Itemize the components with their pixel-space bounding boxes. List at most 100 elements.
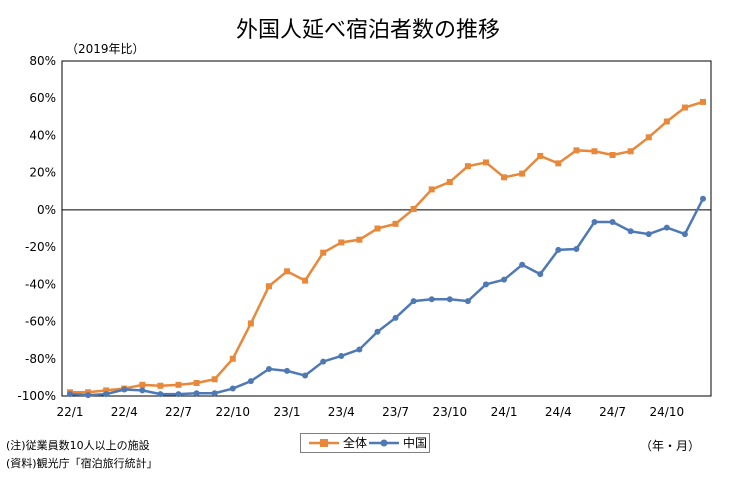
data-point: [265, 283, 272, 290]
data-point: [302, 277, 309, 284]
data-point: [501, 276, 508, 283]
data-point: [211, 390, 218, 397]
y-axis: 80% 60% 40% 20% 0% -20% -40% -60% -80% -100%: [17, 54, 56, 403]
data-point: [103, 391, 110, 398]
data-point: [85, 392, 92, 399]
data-point: [175, 381, 182, 388]
note-facilities: (注)従業員数10人以上の施設: [6, 439, 150, 452]
note-source: (資料)観光庁「宿泊旅行統計」: [6, 457, 158, 470]
x-tick-label: 22/4: [111, 405, 138, 419]
data-point: [229, 355, 236, 362]
x-tick-label: 24/1: [491, 405, 518, 419]
data-point: [320, 249, 327, 256]
data-point: [519, 261, 526, 268]
data-point: [700, 195, 706, 202]
data-point: [211, 376, 218, 383]
data-point: [482, 281, 489, 288]
data-point: [573, 147, 580, 154]
data-point: [645, 231, 652, 238]
plot-area-frame: [61, 60, 712, 397]
data-point: [700, 98, 706, 105]
data-point: [356, 346, 363, 353]
data-point: [338, 352, 345, 359]
data-point: [428, 296, 435, 303]
data-point: [410, 298, 417, 305]
data-point: [392, 220, 399, 227]
data-point: [338, 239, 345, 246]
data-point: [482, 159, 489, 166]
data-point: [157, 382, 164, 389]
data-point: [121, 386, 128, 393]
data-point: [681, 104, 688, 111]
series-line: [69, 198, 705, 397]
data-point: [428, 186, 435, 193]
data-point: [573, 245, 580, 252]
x-tick-label: 24/10: [650, 405, 685, 419]
y-tick-label: 40%: [29, 128, 56, 142]
x-tick-label: 23/4: [328, 405, 355, 419]
x-axis: 22/1 22/4 22/7 22/10 23/1 23/4 23/7 23/10 24/1 24…: [57, 405, 685, 419]
legend-swatch-all: [309, 439, 339, 447]
data-point: [663, 118, 670, 125]
x-tick-label: 24/7: [599, 405, 626, 419]
data-point: [501, 174, 508, 181]
data-point: [410, 205, 417, 212]
data-point: [302, 372, 309, 379]
data-point: [229, 385, 236, 392]
data-point: [446, 296, 453, 303]
data-point: [392, 314, 399, 321]
data-point: [627, 228, 634, 235]
data-point: [175, 391, 182, 398]
legend-label-all: 全体: [343, 436, 368, 450]
data-point: [139, 387, 146, 394]
y-tick-label: -60%: [25, 315, 56, 329]
y-tick-label: -40%: [25, 277, 56, 291]
data-point: [555, 160, 562, 167]
data-point: [193, 390, 200, 397]
y-tick-label: -20%: [25, 240, 56, 254]
legend-label-china: 中国: [403, 436, 428, 450]
data-point: [645, 134, 652, 141]
data-point: [591, 148, 598, 155]
data-point: [157, 391, 164, 398]
y-tick-label: 60%: [29, 91, 56, 105]
x-tick-label: 23/10: [433, 405, 468, 419]
data-point: [627, 148, 634, 155]
data-point: [609, 151, 616, 158]
x-tick-label: 24/4: [545, 405, 572, 419]
data-point: [609, 218, 616, 225]
y-tick-label: 80%: [29, 54, 56, 68]
data-point: [193, 379, 200, 386]
unit-label: （2019年比）: [66, 42, 145, 56]
data-point: [320, 358, 327, 365]
x-tick-label: 23/1: [274, 405, 301, 419]
series-all: [67, 98, 706, 396]
series-line: [70, 100, 704, 394]
data-point: [247, 320, 254, 327]
chart-title: 外国人延べ宿泊者数の推移: [235, 18, 500, 43]
data-point: [374, 328, 381, 335]
data-point: [67, 391, 73, 398]
x-tick-label: 22/1: [57, 405, 84, 419]
legend-swatch-china: [369, 439, 399, 447]
data-point: [537, 271, 544, 278]
x-tick-label: 22/7: [165, 405, 192, 419]
y-tick-label: -100%: [17, 389, 56, 403]
y-tick-label: 20%: [29, 166, 56, 180]
y-tick-label: 0%: [37, 203, 56, 217]
data-point: [537, 152, 544, 159]
data-point: [284, 367, 291, 374]
x-tick-label: 23/7: [382, 405, 409, 419]
data-point: [356, 236, 363, 243]
period-label: （年・月）: [640, 439, 701, 453]
data-point: [446, 178, 453, 185]
data-point: [374, 225, 381, 232]
data-point: [265, 366, 272, 373]
data-point: [284, 268, 291, 275]
series-china: [67, 195, 706, 399]
data-point: [681, 231, 688, 238]
data-point: [139, 381, 146, 388]
x-tick-label: 22/10: [215, 405, 250, 419]
data-point: [103, 387, 110, 394]
